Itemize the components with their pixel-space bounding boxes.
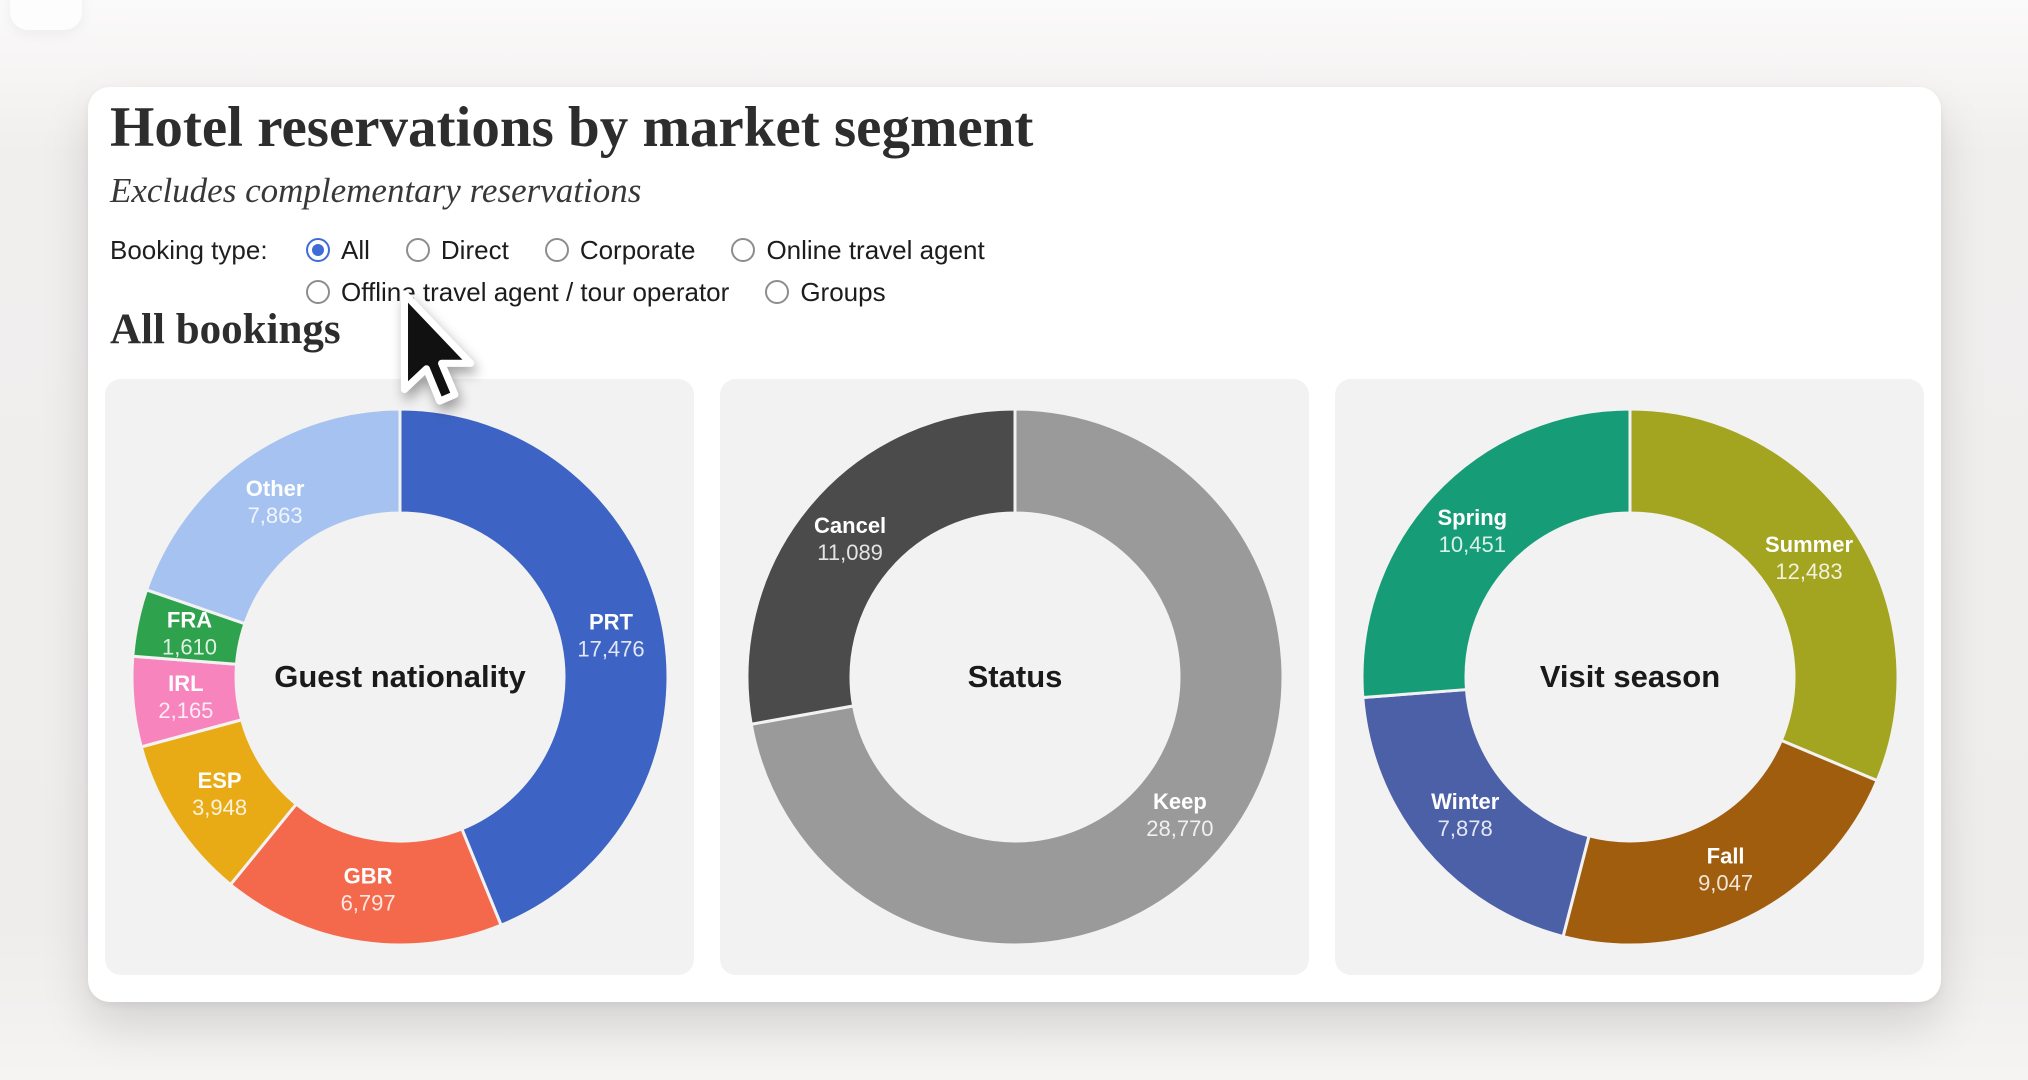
radio-label: All (341, 235, 370, 265)
radio-option-all[interactable]: All (306, 233, 370, 267)
segment-label-other: Other (245, 476, 304, 501)
segment-label-fall: Fall (1706, 844, 1744, 869)
donut-title-visit-season: Visit season (1539, 659, 1719, 694)
radio-circle-groups[interactable] (765, 280, 790, 304)
segment-label-keep: Keep (1153, 789, 1207, 814)
donut-segment-spring[interactable] (1360, 407, 1631, 700)
page-subtitle: Excludes complementary reservations (110, 171, 642, 210)
segment-value-cancel: 11,089 (817, 540, 883, 565)
segment-label-spring: Spring (1437, 505, 1507, 530)
donut-segment-gbr[interactable] (228, 802, 503, 947)
radio-circle-online-travel-agent[interactable] (731, 238, 756, 262)
page-title: Hotel reservations by market segment (110, 96, 1034, 159)
segment-value-esp: 3,948 (192, 795, 247, 820)
segment-value-fra: 1,610 (161, 634, 216, 659)
radio-label: Direct (440, 235, 509, 265)
segment-value-gbr: 6,797 (340, 891, 395, 916)
radio-option-offline-travel-agent-tour-operator[interactable]: Offline travel agent / tour operator (306, 275, 729, 309)
segment-value-spring: 10,451 (1438, 532, 1505, 557)
radio-circle-corporate[interactable] (544, 238, 569, 262)
radio-option-groups[interactable]: Groups (765, 275, 886, 309)
radio-label: Online travel agent (766, 235, 985, 265)
segment-label-fra: FRA (166, 607, 211, 632)
donut-title-guest-nationality: Guest nationality (274, 659, 526, 694)
donut-segment-summer[interactable] (1628, 407, 1899, 783)
segment-value-winter: 7,878 (1437, 816, 1492, 841)
segment-label-irl: IRL (168, 671, 203, 696)
segment-label-prt: PRT (589, 610, 634, 635)
radio-option-corporate[interactable]: Corporate (544, 233, 696, 267)
segment-value-other: 7,863 (247, 503, 302, 528)
segment-value-keep: 28,770 (1146, 816, 1213, 841)
segment-value-summer: 12,483 (1775, 559, 1842, 584)
donut-segment-cancel[interactable] (745, 407, 1016, 726)
segment-label-summer: Summer (1764, 532, 1852, 557)
booking-type-label: Booking type: (110, 235, 268, 265)
chart-panel-guest-nationality: PRT 17,476 GBR 6,797 ESP 3,948 IRL 2,165 FRA 1,61… (105, 379, 694, 975)
segment-value-fall: 9,047 (1698, 871, 1753, 896)
donut-segment-winter[interactable] (1360, 688, 1591, 939)
radio-label: Corporate (579, 235, 696, 265)
radio-circle-offline-travel-agent-tour-operator[interactable] (306, 280, 330, 304)
segment-value-irl: 2,165 (158, 698, 213, 723)
section-heading: All bookings (110, 306, 341, 353)
donut-segment-prt[interactable] (398, 407, 669, 927)
segment-label-cancel: Cancel (814, 513, 886, 538)
donut-segment-keep[interactable] (749, 407, 1284, 947)
radio-circle-direct[interactable] (405, 238, 430, 262)
segment-label-esp: ESP (197, 768, 241, 793)
donut-segment-other[interactable] (144, 407, 401, 626)
donut-title-status: Status (967, 659, 1062, 694)
chart-panels-row: PRT 17,476 GBR 6,797 ESP 3,948 IRL 2,165 FRA 1,61… (105, 379, 1924, 975)
segment-value-prt: 17,476 (577, 637, 644, 662)
donut-segment-fall[interactable] (1561, 738, 1879, 947)
segment-label-gbr: GBR (343, 864, 392, 889)
booking-type-controls: Booking type: All Direct Corporate Online t… (110, 233, 1126, 309)
chart-panel-status: Keep 28,770 Cancel 11,089 Status (720, 379, 1309, 975)
chart-panel-visit-season: Summer 12,483 Fall 9,047 Winter 7,878 Spring 10… (1335, 379, 1924, 975)
radio-label: Groups (800, 277, 886, 307)
radio-circle-all[interactable] (306, 238, 330, 262)
radio-option-online-travel-agent[interactable]: Online travel agent (731, 233, 985, 267)
radio-option-direct[interactable]: Direct (405, 233, 509, 267)
dashboard-card: Hotel reservations by market segment Exc… (88, 87, 1941, 1002)
background-window-corner (10, 0, 82, 30)
booking-type-radio-group: All Direct Corporate Online travel agent Off… (306, 233, 1126, 309)
segment-label-winter: Winter (1431, 789, 1500, 814)
radio-label: Offline travel agent / tour operator (341, 277, 730, 307)
